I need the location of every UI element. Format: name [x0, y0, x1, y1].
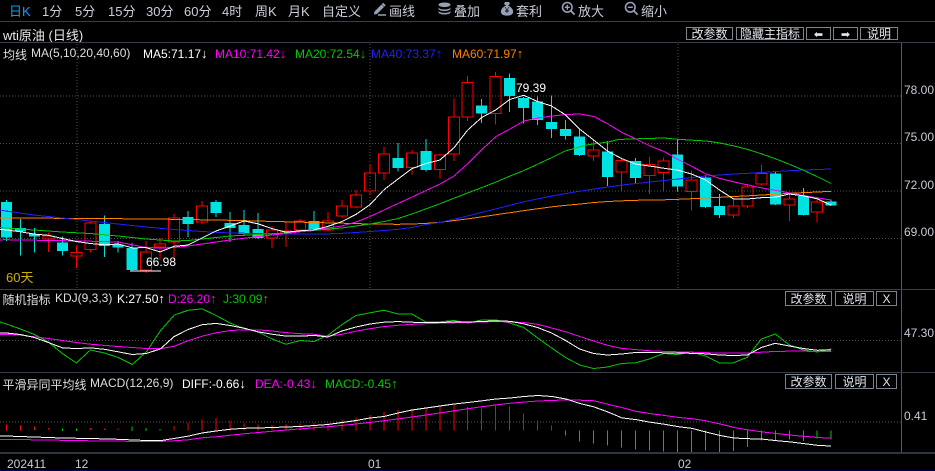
svg-text:¥: ¥ [504, 6, 510, 15]
